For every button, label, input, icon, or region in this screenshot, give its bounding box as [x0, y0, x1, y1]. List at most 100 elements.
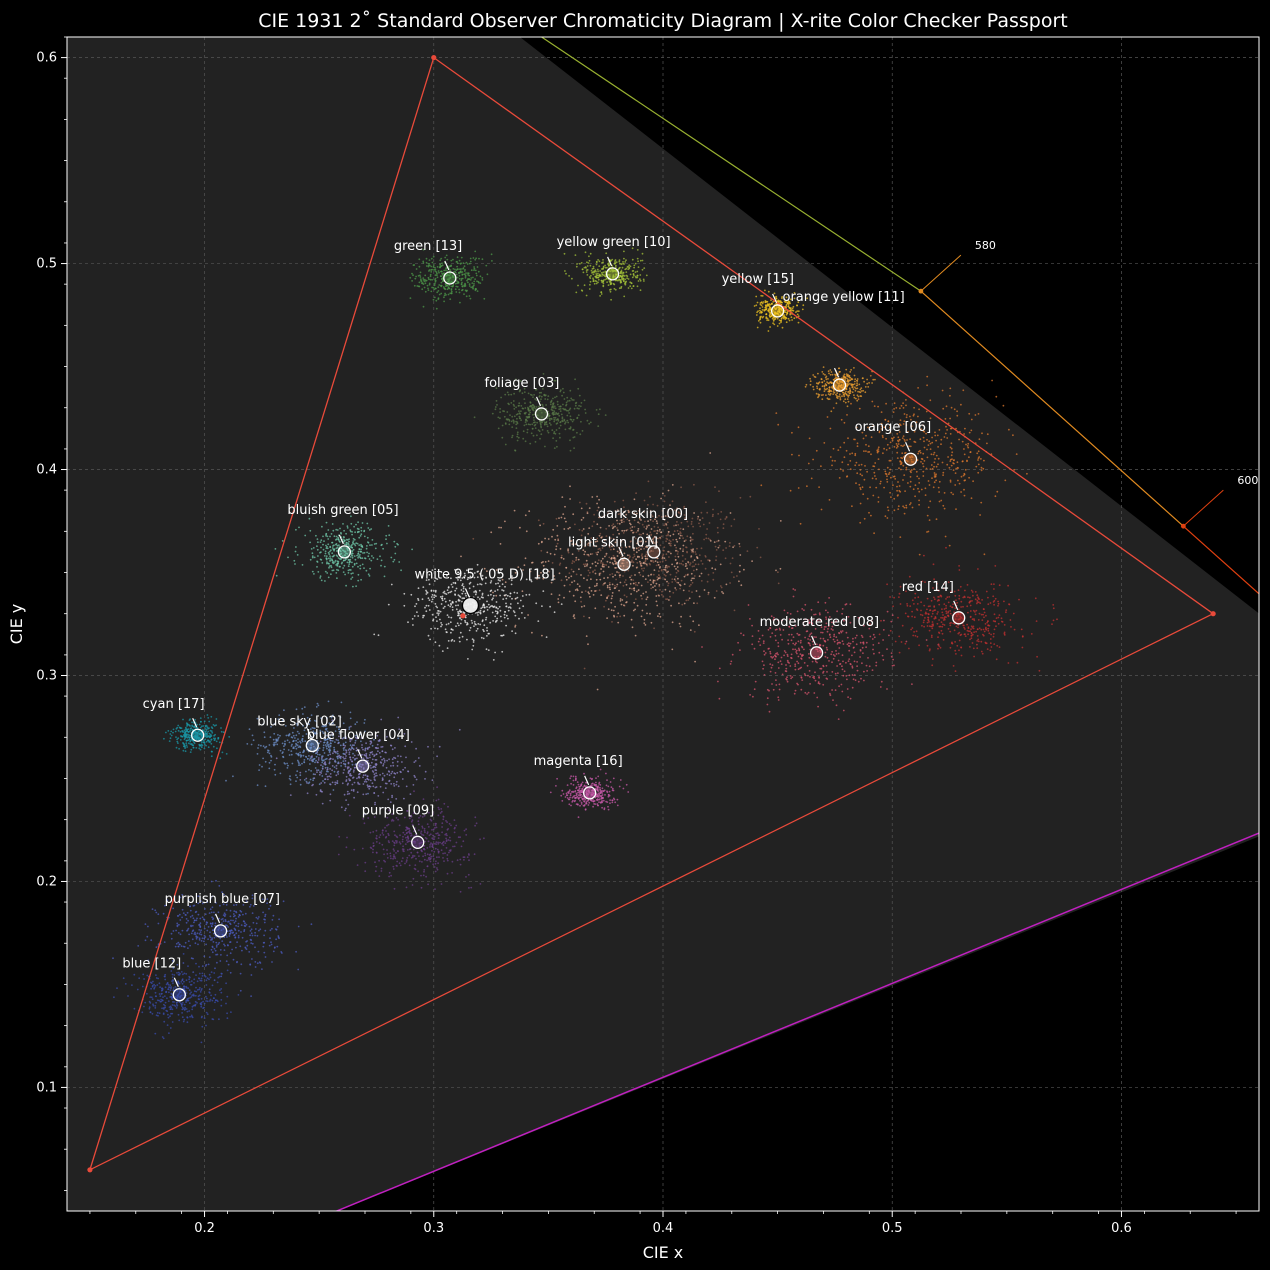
scatter-point: [669, 542, 672, 545]
scatter-point: [258, 961, 261, 964]
scatter-point: [577, 414, 580, 416]
scatter-point: [898, 380, 901, 383]
scatter-point: [589, 566, 592, 569]
scatter-point: [332, 529, 335, 532]
scatter-point: [764, 652, 767, 654]
scatter-point: [677, 570, 680, 573]
scatter-point: [309, 558, 312, 561]
scatter-point: [871, 400, 874, 403]
scatter-point: [190, 925, 193, 928]
scatter-point: [614, 288, 617, 291]
scatter-point: [634, 262, 637, 265]
scatter-point: [556, 525, 559, 527]
scatter-point: [637, 546, 640, 549]
scatter-point: [1015, 453, 1018, 455]
scatter-point: [429, 853, 432, 856]
scatter-point: [599, 578, 602, 581]
scatter-point: [500, 526, 502, 529]
scatter-point: [306, 782, 308, 784]
scatter-point: [596, 582, 598, 585]
scatter-point: [527, 614, 529, 616]
scatter-point: [439, 841, 441, 844]
scatter-point: [645, 540, 647, 543]
scatter-point: [348, 563, 351, 565]
scatter-point: [268, 767, 271, 770]
scatter-point: [369, 756, 371, 759]
scatter-point: [194, 931, 196, 934]
scatter-point: [340, 755, 342, 758]
scatter-point: [410, 856, 413, 859]
scatter-point: [277, 936, 280, 939]
scatter-point: [422, 848, 425, 850]
scatter-point: [316, 538, 319, 540]
scatter-point: [813, 675, 815, 678]
scatter-point: [935, 465, 938, 468]
scatter-point: [217, 911, 220, 914]
scatter-point: [694, 660, 696, 663]
scatter-point: [688, 585, 691, 588]
scatter-point: [860, 463, 863, 466]
scatter-point: [279, 749, 282, 752]
scatter-point: [568, 572, 571, 574]
scatter-point: [351, 565, 354, 568]
scatter-point: [306, 724, 308, 727]
scatter-point: [585, 559, 588, 562]
scatter-point: [483, 837, 485, 840]
scatter-point: [557, 598, 560, 600]
scatter-point: [400, 771, 402, 774]
scatter-point: [930, 453, 933, 456]
scatter-point: [257, 747, 259, 749]
scatter-point: [844, 603, 847, 606]
scatter-point: [356, 864, 359, 866]
scatter-point: [380, 746, 383, 748]
scatter-point: [966, 460, 968, 463]
scatter-point: [351, 556, 354, 559]
scatter-point: [933, 481, 936, 484]
scatter-point: [393, 785, 396, 787]
scatter-point: [637, 589, 640, 591]
scatter-point: [194, 911, 197, 914]
scatter-point: [629, 527, 632, 530]
scatter-point: [922, 430, 925, 433]
scatter-point: [278, 918, 280, 921]
scatter-point: [282, 755, 284, 758]
scatter-point: [682, 589, 685, 592]
scatter-point: [698, 595, 701, 598]
scatter-point: [641, 567, 643, 570]
scatter-point: [209, 931, 211, 934]
scatter-point: [580, 519, 583, 521]
scatter-point: [827, 611, 829, 614]
scatter-point: [699, 525, 702, 528]
scatter-point: [555, 412, 557, 414]
scatter-point: [383, 759, 386, 762]
scatter-point: [194, 933, 197, 936]
scatter-point: [190, 957, 193, 960]
scatter-point: [332, 561, 335, 563]
scatter-point: [645, 591, 647, 593]
scatter-point: [924, 487, 927, 490]
scatter-point: [713, 541, 716, 543]
scatter-point: [797, 426, 800, 429]
scatter-point: [205, 921, 208, 923]
scatter-point: [522, 430, 525, 433]
scatter-point: [692, 525, 694, 528]
scatter-point: [904, 490, 906, 492]
scatter-point: [797, 655, 800, 658]
scatter-point: [211, 922, 214, 924]
scatter-point: [684, 517, 686, 519]
scatter-point: [623, 515, 625, 517]
scatter-point: [1002, 404, 1005, 407]
scatter-point: [890, 652, 893, 654]
scatter-point: [465, 828, 467, 831]
scatter-point: [368, 787, 371, 790]
scatter-point: [371, 544, 373, 546]
scatter-point: [715, 555, 718, 558]
scatter-point: [321, 802, 324, 805]
scatter-point: [711, 515, 714, 518]
scatter-point: [315, 706, 318, 708]
scatter-point: [374, 803, 376, 806]
scatter-point: [441, 826, 443, 828]
scatter-point: [303, 761, 305, 763]
scatter-point: [334, 760, 336, 763]
scatter-point: [856, 445, 859, 448]
